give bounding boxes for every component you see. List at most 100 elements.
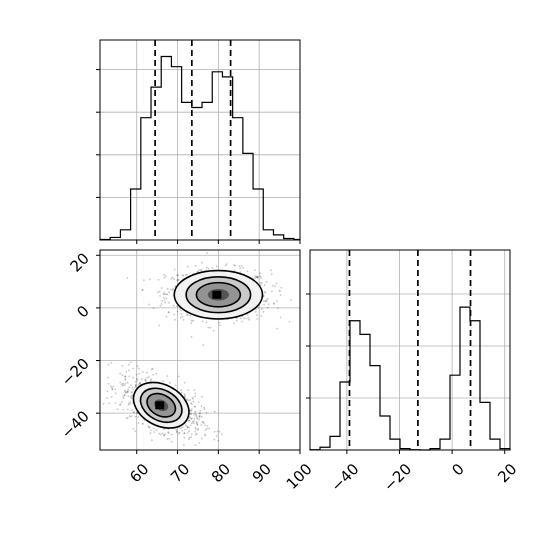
sample-point <box>239 271 242 274</box>
sample-point <box>177 274 180 277</box>
sample-point <box>191 433 193 436</box>
sample-point <box>239 317 242 320</box>
sample-point <box>255 308 257 311</box>
sample-point <box>137 383 140 386</box>
sample-point <box>195 415 197 417</box>
sample-point <box>106 397 108 400</box>
sample-point <box>111 388 114 391</box>
x-tick-label: 80 <box>208 460 234 486</box>
sample-point <box>136 412 138 414</box>
sample-point <box>137 416 140 418</box>
sample-point <box>124 389 126 392</box>
sample-point <box>288 320 291 323</box>
sample-point <box>199 409 202 412</box>
sample-point <box>141 422 144 425</box>
sample-point <box>186 273 188 276</box>
sample-point <box>173 278 176 281</box>
sample-point <box>254 269 256 271</box>
panel-right-frame <box>309 249 511 451</box>
density-contour <box>146 392 177 418</box>
sample-point <box>160 433 162 436</box>
sample-point <box>132 428 135 430</box>
sample-point <box>200 269 203 271</box>
sample-point <box>114 388 117 391</box>
sample-point <box>116 408 119 411</box>
sample-point <box>128 386 131 389</box>
sample-point <box>172 304 175 307</box>
sample-point <box>122 397 125 399</box>
sample-point <box>179 308 181 310</box>
sample-point <box>201 421 204 424</box>
sample-point <box>158 290 161 293</box>
sample-point <box>219 324 222 327</box>
sample-point <box>218 454 220 456</box>
sample-point <box>185 273 187 276</box>
sample-point <box>176 279 179 282</box>
sample-point <box>247 317 250 319</box>
sample-point <box>148 376 150 378</box>
sample-point <box>272 284 274 287</box>
sample-point <box>134 415 137 418</box>
sample-point <box>195 414 198 416</box>
sample-point <box>191 417 193 420</box>
sample-point <box>194 433 197 436</box>
histogram-y-step <box>309 306 511 451</box>
sample-point <box>189 424 192 427</box>
sample-point <box>248 318 250 321</box>
sample-point <box>168 291 171 294</box>
sample-point <box>233 322 236 325</box>
sample-point <box>195 422 198 425</box>
sample-point <box>181 426 184 429</box>
sample-point <box>279 316 282 319</box>
sample-point <box>166 287 169 290</box>
sample-point <box>125 391 128 393</box>
sample-point <box>150 368 153 371</box>
sample-point <box>190 322 193 325</box>
sample-point <box>144 379 147 381</box>
sample-point <box>265 299 268 301</box>
y-tick-label: −20 <box>58 355 93 390</box>
sample-point <box>196 424 199 426</box>
sample-point <box>192 400 195 403</box>
sample-point <box>204 424 206 427</box>
sample-point <box>191 403 193 405</box>
sample-point <box>122 408 125 411</box>
sample-point <box>141 289 144 291</box>
panel-joint-frame <box>99 249 301 451</box>
sample-point <box>138 372 141 375</box>
sample-point <box>144 378 147 381</box>
sample-point <box>126 408 129 411</box>
sample-point <box>260 276 262 279</box>
sample-point <box>146 376 149 379</box>
sample-point <box>187 420 190 422</box>
sample-point <box>194 395 197 398</box>
sample-point <box>180 313 183 315</box>
sample-point <box>114 402 117 404</box>
sample-point <box>256 275 259 278</box>
sample-point <box>207 268 210 270</box>
x-tick-label: 0 <box>448 460 467 479</box>
sample-point <box>147 425 150 427</box>
sample-point <box>173 313 176 316</box>
sample-point <box>107 363 110 366</box>
sample-point <box>181 274 184 277</box>
sample-point <box>145 380 148 382</box>
sample-point <box>196 416 199 419</box>
sample-point <box>126 391 129 394</box>
sample-point <box>134 385 137 387</box>
sample-point <box>264 291 267 294</box>
sample-point <box>255 276 258 279</box>
sample-point <box>155 429 158 432</box>
sample-point <box>198 416 201 419</box>
sample-point <box>186 398 189 401</box>
sample-point <box>189 399 192 401</box>
sample-point <box>193 418 196 420</box>
sample-point <box>129 403 132 405</box>
sample-point <box>194 410 197 413</box>
sample-point <box>132 388 135 391</box>
sample-point <box>124 382 127 385</box>
sample-point <box>240 265 243 267</box>
sample-point <box>198 415 201 417</box>
sample-point <box>141 423 144 425</box>
sample-point <box>132 411 135 413</box>
